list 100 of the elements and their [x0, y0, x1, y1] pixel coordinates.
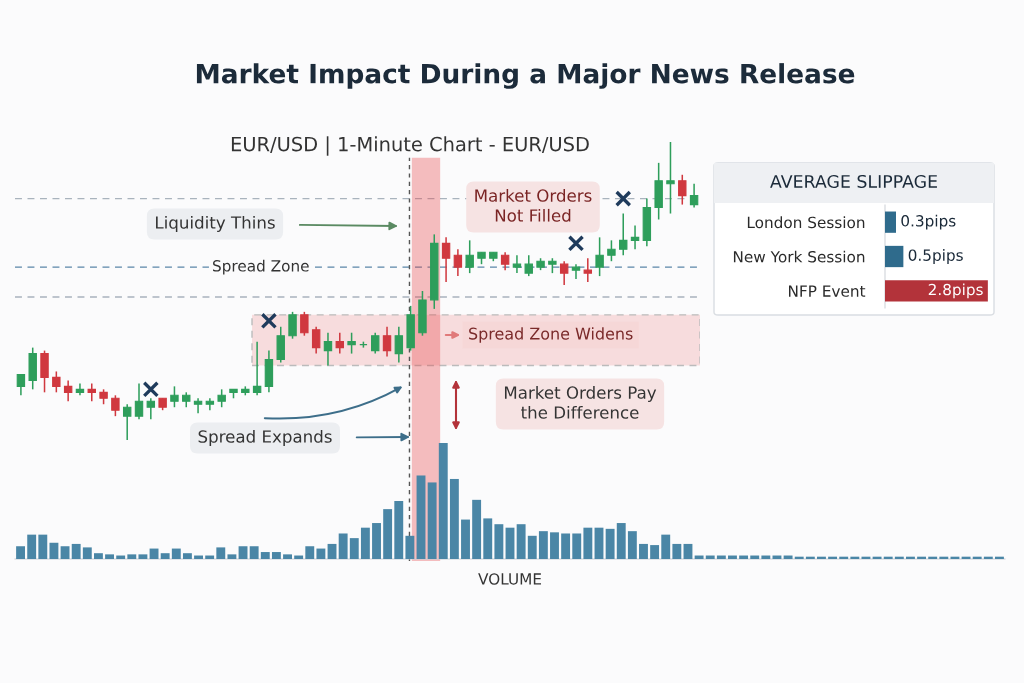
bar — [494, 524, 504, 559]
bar — [449, 478, 459, 559]
bar — [461, 519, 470, 559]
bar — [338, 533, 348, 559]
bar — [305, 546, 315, 559]
chart-title: Market Impact During a Major News Release — [196, 63, 855, 89]
candlestick — [170, 385, 179, 408]
bar — [372, 523, 381, 559]
candlestick — [630, 224, 640, 251]
candlestick — [300, 311, 309, 337]
candlestick — [16, 373, 26, 397]
annotation: Market Orders Pay the Difference — [504, 385, 657, 419]
candlestick — [311, 325, 321, 355]
bar — [316, 548, 326, 559]
bar — [160, 553, 170, 559]
bar — [238, 546, 248, 559]
candlestick — [347, 331, 356, 355]
x-axis-title: VOLUME — [478, 573, 542, 585]
candlestick — [607, 239, 616, 262]
annotation: Spread Expands — [198, 429, 332, 447]
bar — [82, 547, 92, 559]
candlestick — [394, 325, 404, 364]
bar — [394, 501, 404, 559]
candlestick — [571, 263, 581, 280]
point — [614, 190, 632, 207]
candlestick — [583, 257, 593, 283]
bar — [561, 533, 571, 559]
candlestick — [288, 311, 297, 340]
candlestick — [465, 239, 474, 274]
candlestick — [134, 382, 144, 420]
chart-subtitle: EUR/USD | 1-Minute Chart - EUR/USD — [231, 136, 589, 156]
y-tick-label: London Session — [747, 216, 865, 229]
point — [142, 381, 160, 398]
bar — [627, 531, 637, 559]
bar — [427, 482, 437, 559]
band-label: Spread Zone Widens — [469, 327, 633, 343]
candlestick — [193, 397, 203, 414]
bar — [672, 543, 682, 559]
bar — [283, 554, 292, 559]
bar — [249, 546, 259, 559]
candlestick — [146, 397, 156, 420]
bar — [127, 554, 137, 559]
point — [567, 235, 585, 252]
bar — [438, 443, 448, 559]
bar — [38, 534, 48, 559]
bar — [271, 552, 281, 559]
annotation: Liquidity Thins — [156, 215, 275, 233]
data-label: 2.8pips — [928, 283, 983, 299]
candlestick — [370, 331, 380, 355]
candlestick — [335, 331, 345, 355]
data-label: 0.5pips — [908, 249, 963, 264]
candlestick — [595, 236, 604, 277]
bar — [93, 553, 103, 559]
candlestick — [678, 174, 687, 206]
candlestick — [40, 349, 49, 394]
bar — [416, 475, 426, 559]
candlestick — [122, 403, 132, 441]
bar — [182, 553, 192, 559]
bar — [483, 518, 493, 559]
bar — [49, 542, 59, 559]
candlestick — [382, 325, 392, 358]
data-label: 0.3pips — [901, 214, 956, 230]
y-tick-label: NFP Event — [789, 285, 866, 297]
candlestick — [559, 260, 569, 286]
bar — [216, 547, 226, 559]
bar — [138, 554, 148, 559]
bar — [650, 545, 660, 559]
candlestick — [323, 331, 333, 367]
bar — [538, 531, 548, 559]
candlestick — [87, 382, 96, 403]
bar — [583, 527, 593, 559]
candlestick — [666, 141, 675, 215]
bar — [472, 499, 482, 559]
bar — [550, 532, 559, 559]
candlestick — [252, 340, 262, 397]
candlestick — [52, 370, 61, 394]
bar — [572, 533, 582, 559]
point — [260, 312, 278, 330]
bar — [516, 524, 526, 559]
bar — [260, 552, 270, 559]
bar — [171, 548, 181, 559]
bar — [661, 534, 671, 559]
candlestick — [689, 182, 699, 209]
bar — [60, 546, 70, 559]
bar — [616, 523, 626, 559]
candlestick — [453, 248, 463, 277]
bar — [16, 546, 26, 559]
candlestick — [276, 325, 285, 364]
candlestick — [111, 394, 120, 417]
bar — [683, 543, 693, 559]
candlestick — [63, 379, 73, 403]
candlestick — [512, 254, 522, 274]
bar — [227, 554, 237, 559]
bar — [605, 528, 615, 559]
bar — [349, 538, 359, 559]
bar — [527, 535, 537, 559]
y-tick-label: New York Session — [733, 250, 865, 263]
bar — [639, 543, 648, 559]
bar — [105, 554, 114, 559]
candlestick — [524, 254, 533, 277]
